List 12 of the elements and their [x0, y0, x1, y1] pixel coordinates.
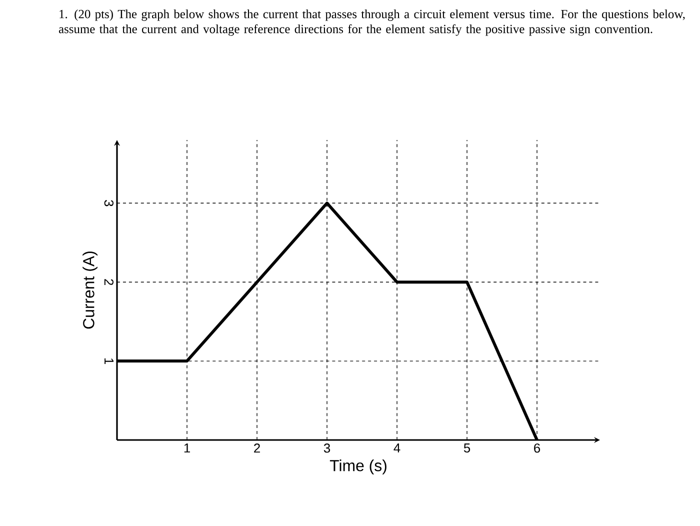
y-tick-label: 3 [104, 200, 114, 206]
x-tick-label: 2 [254, 444, 260, 453]
x-tick-label: 3 [324, 444, 330, 453]
x-tick-label: 4 [394, 444, 400, 452]
chart-title: 1. (20 pts) The graph below shows the current that passes through a circuit element versus time. For the questions below, assume that the current and voltage reference directions for the element satisfy the positive passive sign convention. [58, 10, 685, 36]
x-tick-label: 6 [534, 444, 540, 453]
x-tick-label: 5 [464, 444, 470, 453]
y-axis-title: Current (A) [82, 252, 98, 329]
x-axis-title: Time (s) [330, 460, 386, 474]
y-tick-label: 2 [104, 279, 114, 286]
y-tick-label: 1 [104, 358, 114, 364]
x-tick-label: 1 [184, 444, 190, 452]
